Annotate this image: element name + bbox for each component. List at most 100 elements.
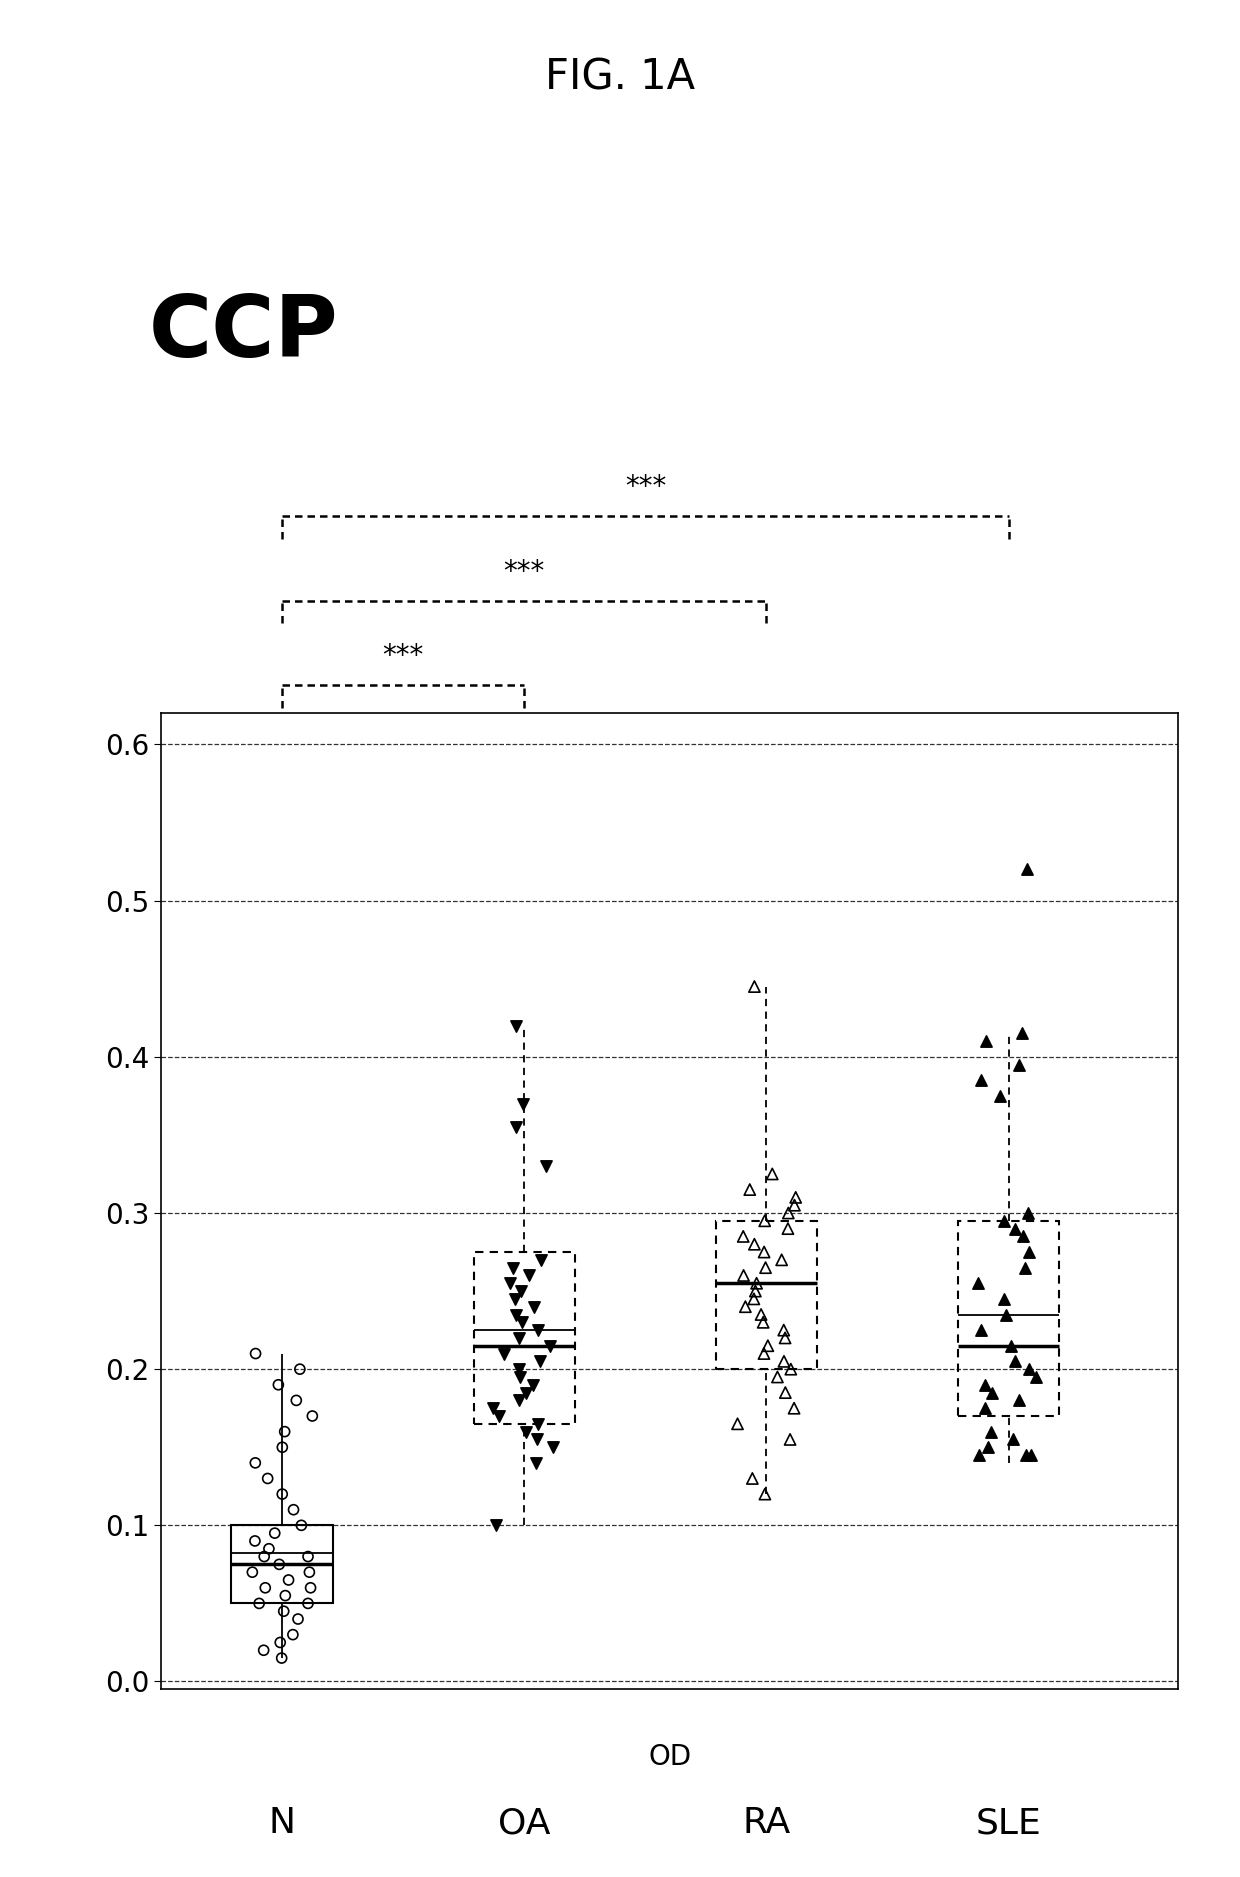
Point [981, 1417, 1001, 1447]
Point [1019, 1353, 1039, 1383]
Point [774, 1316, 794, 1346]
Point [784, 1393, 804, 1423]
Point [1008, 1385, 1028, 1415]
Point [258, 1464, 278, 1494]
Text: ***: *** [503, 557, 544, 586]
Point [300, 1573, 320, 1603]
Point [1012, 1019, 1032, 1049]
Point [990, 1081, 1009, 1111]
Point [1018, 1198, 1038, 1228]
Point [268, 1370, 288, 1400]
Point [734, 1261, 754, 1291]
Point [531, 1244, 551, 1274]
Text: OA: OA [498, 1806, 551, 1841]
Text: N: N [269, 1806, 296, 1841]
Point [777, 1214, 797, 1244]
Point [755, 1205, 775, 1235]
Point [513, 1089, 533, 1119]
Point [1017, 854, 1037, 884]
Point [272, 1642, 291, 1672]
Point [510, 1353, 529, 1383]
Point [291, 1511, 311, 1541]
Point [763, 1158, 782, 1188]
Point [755, 1252, 775, 1282]
Point [269, 1549, 289, 1579]
Bar [715, 1220, 817, 1368]
Point [1017, 1440, 1037, 1470]
Point [290, 1353, 310, 1383]
Point [786, 1183, 806, 1213]
Point [780, 1425, 800, 1455]
Point [288, 1605, 308, 1635]
Point [486, 1511, 506, 1541]
Point [746, 1269, 766, 1299]
Point [273, 1479, 293, 1509]
Point [771, 1244, 791, 1274]
Point [484, 1393, 503, 1423]
Point [286, 1385, 306, 1415]
Point [975, 1370, 994, 1400]
Point [298, 1541, 317, 1571]
Point [516, 1417, 536, 1447]
Point [510, 1385, 529, 1415]
Point [744, 1229, 764, 1259]
Point [506, 1299, 526, 1329]
Point [506, 1111, 526, 1141]
Point [781, 1353, 801, 1383]
Point [300, 1558, 320, 1588]
Point [539, 1331, 559, 1361]
Point [768, 1363, 787, 1393]
Point [500, 1269, 520, 1299]
Point [520, 1261, 539, 1291]
Point [1008, 1049, 1028, 1079]
Point [505, 1284, 525, 1314]
Point [265, 1518, 285, 1549]
Point [275, 1417, 295, 1447]
Point [495, 1338, 515, 1368]
Point [754, 1338, 774, 1368]
Point [994, 1205, 1014, 1235]
Point [254, 1635, 274, 1665]
Point [996, 1299, 1016, 1329]
Point [255, 1573, 275, 1603]
Point [970, 1440, 990, 1470]
Point [1001, 1331, 1021, 1361]
Point [779, 1198, 799, 1228]
Point [993, 1284, 1013, 1314]
Point [303, 1400, 322, 1430]
Point [775, 1378, 795, 1408]
Point [1021, 1440, 1040, 1470]
Point [1006, 1346, 1025, 1376]
Point [512, 1306, 532, 1336]
Point [259, 1534, 279, 1564]
Point [758, 1331, 777, 1361]
Point [506, 1010, 526, 1040]
Point [270, 1627, 290, 1657]
Bar [957, 1220, 1059, 1415]
Point [523, 1370, 543, 1400]
Point [273, 1432, 293, 1462]
Point [728, 1410, 748, 1440]
Point [1003, 1425, 1023, 1455]
Point [744, 972, 764, 1002]
Point [976, 1027, 996, 1057]
Point [743, 1464, 763, 1494]
Text: ***: *** [625, 473, 666, 501]
Point [754, 1237, 774, 1267]
Point [283, 1620, 303, 1650]
Point [744, 1284, 764, 1314]
Text: RA: RA [743, 1806, 791, 1841]
Point [735, 1291, 755, 1321]
Point [516, 1378, 536, 1408]
Text: ***: *** [383, 642, 424, 670]
Point [785, 1190, 805, 1220]
Point [976, 1393, 996, 1423]
Point [298, 1588, 317, 1618]
Point [978, 1432, 998, 1462]
Point [733, 1222, 753, 1252]
Point [284, 1494, 304, 1524]
Point [967, 1269, 987, 1299]
Point [527, 1410, 547, 1440]
Point [510, 1363, 529, 1393]
Point [243, 1558, 263, 1588]
